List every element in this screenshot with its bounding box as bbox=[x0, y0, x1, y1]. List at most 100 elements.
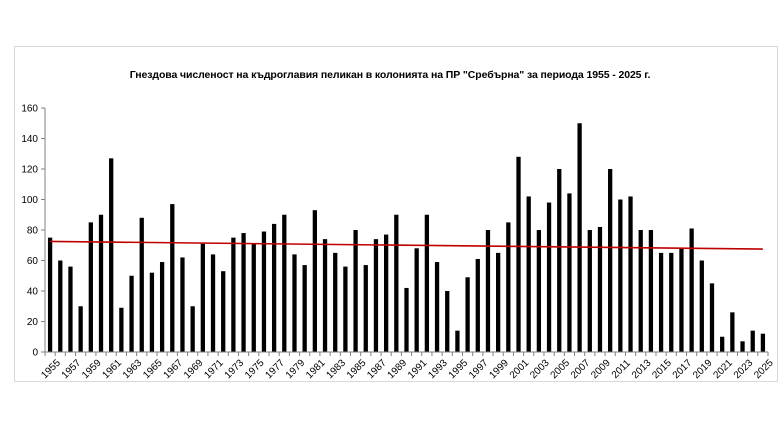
trendline bbox=[50, 240, 763, 250]
bar bbox=[618, 199, 623, 352]
bar bbox=[740, 341, 745, 352]
bar bbox=[261, 231, 267, 352]
x-tick-label: 1955 bbox=[39, 357, 63, 381]
x-tick-label: 2011 bbox=[610, 358, 633, 381]
bar bbox=[271, 223, 277, 352]
x-tick-label: 2005 bbox=[549, 357, 573, 381]
x-tick-label: 1965 bbox=[141, 357, 165, 381]
bar bbox=[760, 333, 766, 352]
bar bbox=[109, 158, 114, 352]
x-tick-label: 1967 bbox=[162, 357, 186, 381]
bar bbox=[373, 239, 379, 352]
bar bbox=[455, 330, 460, 352]
bar bbox=[210, 254, 216, 352]
y-tick-label: 120 bbox=[21, 165, 38, 176]
bar bbox=[434, 262, 440, 352]
y-tick-label: 60 bbox=[27, 256, 39, 267]
bar bbox=[628, 196, 633, 352]
bar bbox=[720, 336, 725, 352]
bar bbox=[119, 307, 124, 352]
bar bbox=[567, 193, 572, 352]
x-tick-label: 1973 bbox=[223, 357, 247, 381]
y-tick-label: 20 bbox=[27, 317, 39, 328]
y-tick-label: 160 bbox=[21, 104, 38, 115]
x-tick-label: 1983 bbox=[325, 357, 349, 381]
bar bbox=[496, 252, 501, 353]
x-tick-label: 1985 bbox=[345, 357, 369, 381]
bar bbox=[608, 169, 613, 352]
bar bbox=[709, 283, 715, 353]
x-tick-label: 1981 bbox=[304, 357, 328, 381]
bar bbox=[190, 306, 195, 352]
chart-title: Гнездова численост на къдроглавия пелика… bbox=[129, 69, 651, 81]
bar bbox=[658, 252, 664, 353]
bar bbox=[750, 330, 755, 352]
bar bbox=[88, 222, 93, 353]
x-tick-label: 1995 bbox=[447, 357, 471, 381]
bar bbox=[363, 265, 368, 352]
y-tick-label: 140 bbox=[21, 134, 38, 145]
x-tick-label: 1971 bbox=[202, 357, 226, 381]
bar bbox=[414, 248, 419, 352]
bar bbox=[322, 239, 328, 352]
bars-layer bbox=[47, 123, 766, 353]
axis-layer bbox=[41, 107, 769, 356]
bar bbox=[241, 233, 246, 352]
bar bbox=[98, 214, 104, 352]
bar bbox=[506, 222, 511, 353]
bar bbox=[699, 260, 704, 352]
x-tick-label: 1959 bbox=[80, 357, 104, 381]
x-tick-label: 1969 bbox=[182, 357, 206, 381]
x-tick-label: 2023 bbox=[732, 357, 756, 381]
bar bbox=[221, 271, 226, 352]
bar bbox=[180, 257, 185, 352]
x-tick-label: 1975 bbox=[243, 357, 267, 381]
y-tick-label: 80 bbox=[27, 226, 39, 237]
y-axis-labels: 0 20 40 60 80 100 120 140 160 bbox=[21, 104, 38, 359]
x-tick-label: 1979 bbox=[284, 357, 308, 381]
bar bbox=[485, 230, 491, 352]
x-tick-label: 2001 bbox=[508, 357, 532, 381]
bar bbox=[526, 196, 531, 352]
bar bbox=[546, 202, 552, 352]
x-tick-label: 2007 bbox=[569, 357, 593, 381]
bar bbox=[730, 312, 735, 352]
y-tick-label: 100 bbox=[21, 195, 38, 206]
x-tick-label: 1991 bbox=[406, 357, 430, 381]
bar bbox=[333, 252, 338, 353]
bar bbox=[231, 237, 236, 353]
bar bbox=[577, 123, 582, 352]
bar bbox=[47, 237, 53, 353]
bar bbox=[159, 262, 165, 352]
bar bbox=[384, 234, 389, 352]
x-tick-label: 1987 bbox=[365, 357, 389, 381]
trend-layer bbox=[50, 240, 763, 250]
bar bbox=[251, 243, 256, 352]
bar bbox=[648, 230, 654, 352]
bar bbox=[669, 252, 674, 353]
bar bbox=[139, 217, 144, 352]
x-tick-label: 1997 bbox=[467, 357, 491, 381]
bar bbox=[394, 214, 399, 352]
x-axis-labels: 1955195719591961196319651967196919711973… bbox=[39, 357, 776, 381]
bar bbox=[679, 248, 684, 352]
bar bbox=[424, 214, 430, 352]
bar bbox=[638, 230, 643, 352]
y-tick-label: 0 bbox=[32, 348, 38, 359]
bar bbox=[689, 228, 694, 352]
bar bbox=[557, 169, 562, 352]
x-tick-label: 1957 bbox=[60, 357, 84, 381]
bar bbox=[404, 287, 409, 352]
bar bbox=[536, 230, 542, 352]
x-tick-label: 1963 bbox=[121, 357, 145, 381]
x-tick-label: 1993 bbox=[426, 357, 450, 381]
bar bbox=[312, 210, 317, 352]
x-tick-label: 2019 bbox=[691, 357, 715, 381]
x-tick-label: 1989 bbox=[386, 357, 410, 381]
x-tick-label: 1977 bbox=[263, 357, 287, 381]
bar bbox=[302, 265, 307, 352]
bar bbox=[149, 272, 155, 352]
x-tick-label: 1999 bbox=[487, 357, 511, 381]
bar bbox=[587, 230, 592, 352]
